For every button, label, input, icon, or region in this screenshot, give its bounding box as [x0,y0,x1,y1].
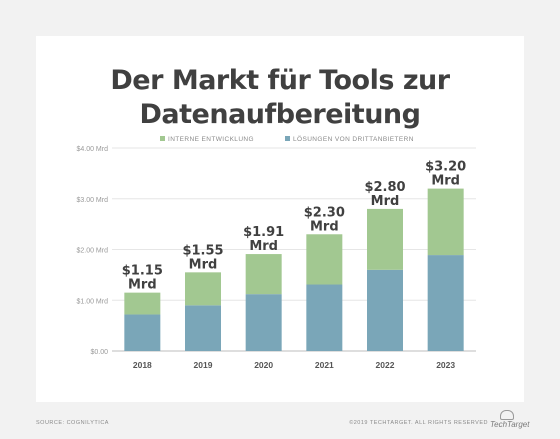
x-tick-label: 2022 [376,360,395,370]
bar-segment [124,292,161,315]
bar-segment [367,208,403,270]
bar-segment [185,272,221,306]
bar-segment [124,314,161,351]
x-tick-label: 2019 [194,360,213,370]
x-tick-label: 2020 [254,360,273,370]
y-tick-label: $1.00 Mrd [76,298,108,305]
x-tick-label: 2023 [436,360,455,370]
brand-icon [500,410,514,420]
bar-total-unit: Mrd [249,239,278,254]
bar-total-label: $1.91 [243,225,284,240]
bar-segment [306,234,343,285]
legend-label: INTERNE ENTWICKLUNG [168,136,254,143]
legend-swatch [285,136,290,141]
bar-segment [185,305,221,351]
x-tick-label: 2021 [315,360,334,370]
legend-label: LÖSUNGEN VON DRITTANBIETERN [293,135,414,143]
bar-segment [427,255,464,351]
y-tick-label: $0.00 [90,349,108,356]
bar-segment [367,269,403,351]
bar-total-label: $1.15 [122,264,163,279]
bar-segment [245,254,282,295]
bar-total-label: $1.55 [182,243,223,258]
y-tick-label: $4.00 Mrd [76,146,108,153]
chart-title: Der Markt für Tools zur Datenaufbereitun… [110,65,450,130]
bar-total-label: $3.20 [425,160,466,175]
bar-segment [427,188,464,256]
bar-total-unit: Mrd [189,257,218,272]
brand-logo: TechTarget [490,410,530,429]
bar-segment [306,284,343,351]
x-tick-label: 2018 [133,360,152,370]
copyright-note: ©2019 TECHTARGET. ALL RIGHTS RESERVED [349,420,488,426]
bar-segment [245,294,282,351]
source-note: SOURCE: COGNILYTICA [36,420,109,426]
bar-total-unit: Mrd [310,219,339,234]
brand-name: TechTarget [490,420,530,429]
legend-swatch [160,136,165,141]
bar-total-unit: Mrd [431,174,460,189]
y-tick-label: $3.00 Mrd [76,197,108,204]
bar-total-unit: Mrd [128,278,157,293]
bar-total-unit: Mrd [371,194,400,209]
bar-total-label: $2.30 [304,205,345,220]
bar-total-label: $2.80 [364,180,405,195]
y-tick-label: $2.00 Mrd [76,248,108,255]
